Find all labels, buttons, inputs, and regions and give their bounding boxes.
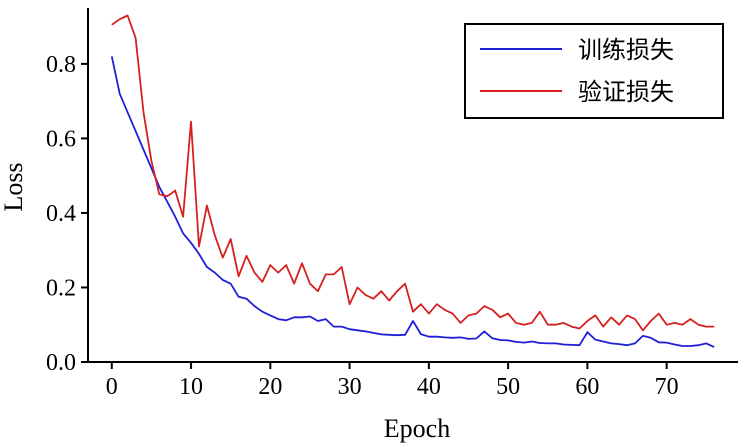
legend-label-validation: 验证损失 — [578, 78, 674, 106]
x-axis-title: Epoch — [384, 414, 450, 443]
x-tick-label: 20 — [258, 374, 282, 400]
y-tick-label: 0.0 — [46, 350, 76, 376]
x-tick-label: 10 — [179, 374, 203, 400]
legend: 训练损失 验证损失 — [464, 23, 724, 119]
legend-label-training: 训练损失 — [578, 36, 674, 64]
x-tick-label: 70 — [655, 374, 679, 400]
x-tick-label: 40 — [417, 374, 441, 400]
series-line-training-loss — [110, 56, 715, 348]
y-tick-label: 0.6 — [46, 126, 76, 152]
x-tick-label: 30 — [338, 374, 362, 400]
y-tick-label: 0.8 — [46, 52, 76, 78]
series-line-validation-loss — [111, 14, 715, 332]
series-lines — [110, 14, 715, 348]
x-tick-label: 50 — [496, 374, 520, 400]
tick-labels: 0 10 20 30 40 50 60 70 0.0 0.2 0.4 0.6 0.8 — [46, 52, 679, 400]
y-tick-label: 0.2 — [46, 275, 76, 301]
x-tick-label: 60 — [575, 374, 599, 400]
axes — [81, 8, 738, 369]
legend-box — [464, 23, 724, 119]
y-axis-title: Loss — [0, 162, 28, 211]
x-tick-label: 0 — [106, 374, 118, 400]
y-tick-label: 0.4 — [46, 201, 76, 227]
